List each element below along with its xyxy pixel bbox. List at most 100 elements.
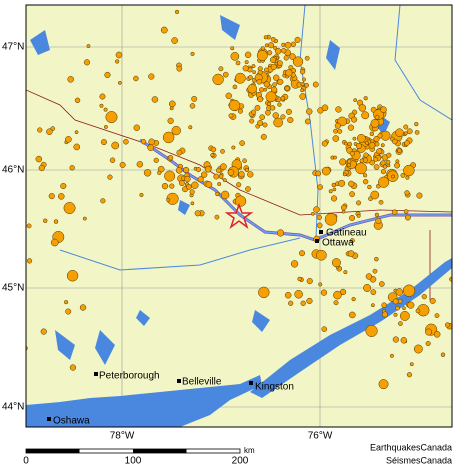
earthquake-dot	[242, 158, 247, 164]
earthquake-dot	[344, 141, 348, 146]
earthquake-dot	[200, 171, 208, 178]
earthquake-dot	[294, 289, 303, 299]
earthquake-dot	[403, 209, 409, 214]
earthquake-dot	[259, 87, 265, 93]
earthquake-dot	[333, 300, 339, 306]
earthquake-dot	[99, 103, 104, 108]
earthquake-dot	[299, 250, 306, 257]
earthquake-dot	[425, 328, 433, 336]
earthquake-dot	[140, 139, 147, 145]
earthquake-dot	[378, 379, 389, 390]
earthquake-dot	[104, 71, 111, 78]
earthquake-dot	[373, 135, 380, 143]
earthquake-dot	[217, 182, 222, 187]
earthquake-dot	[351, 297, 356, 302]
earthquake-dot	[238, 171, 245, 178]
earthquake-dot	[370, 190, 380, 200]
earthquake-dot	[425, 341, 431, 347]
earthquake-dot	[136, 161, 144, 168]
earthquake-dot	[404, 190, 410, 196]
earthquake-dot	[252, 70, 257, 75]
earthquake-dot	[280, 95, 286, 101]
city-marker	[319, 230, 323, 234]
city-label: Belleville	[182, 377, 222, 388]
earthquake-dot	[304, 55, 310, 61]
earthquake-dot	[403, 124, 409, 130]
earthquake-dot	[273, 74, 280, 81]
earthquake-dot	[413, 344, 423, 354]
earthquake-dot	[332, 187, 337, 192]
earthquake-dot	[66, 270, 79, 282]
earthquake-dot	[403, 164, 415, 177]
city-label: Peterborough	[99, 371, 160, 382]
earthquake-dot	[300, 88, 304, 93]
earthquake-dot	[244, 60, 249, 65]
earthquake-dot	[257, 119, 264, 127]
earthquake-dot	[361, 111, 370, 120]
earthquake-dot	[351, 116, 358, 123]
earthquake-dot	[251, 64, 256, 69]
earthquake-dot	[315, 170, 322, 177]
earthquake-dot	[263, 81, 270, 88]
earthquake-dot	[321, 104, 329, 112]
earthquake-dot	[394, 162, 401, 169]
earthquake-dot	[210, 146, 217, 153]
earthquake-dot	[444, 322, 451, 328]
earthquake-dot	[234, 72, 246, 84]
earthquake-dot	[214, 214, 220, 220]
city-marker	[315, 239, 319, 243]
earthquake-dot	[69, 165, 75, 171]
earthquake-dot	[355, 162, 367, 175]
earthquake-dot	[331, 182, 337, 188]
earthquake-dot	[236, 182, 242, 188]
earthquake-dot	[358, 104, 367, 112]
earthquake-dot	[48, 193, 55, 200]
earthquake-dot	[299, 93, 306, 100]
earthquake-dot	[337, 128, 343, 134]
earthquake-dot	[365, 273, 373, 280]
earthquake-dot	[269, 56, 277, 64]
earthquake-dot	[377, 133, 383, 139]
earthquake-dot	[370, 303, 375, 308]
earthquake-dot	[363, 152, 369, 158]
earthquake-dot	[178, 180, 185, 187]
earthquake-dot	[167, 155, 174, 161]
earthquake-dot	[374, 141, 380, 147]
earthquake-dot	[227, 169, 235, 176]
earthquake-dot	[176, 65, 183, 72]
earthquake-dot	[103, 107, 108, 112]
earthquake-dot	[210, 153, 215, 158]
earthquake-dot	[157, 170, 162, 175]
earthquake-dot	[331, 195, 338, 202]
earthquake-dot	[373, 164, 380, 170]
earthquake-dot	[259, 114, 266, 121]
earthquake-dot	[266, 50, 273, 56]
earthquake-dot	[273, 117, 283, 128]
earthquake-dot	[195, 167, 202, 173]
earthquake-dot	[312, 81, 319, 88]
earthquake-dot	[26, 223, 32, 229]
earthquake-dot	[304, 118, 311, 125]
scale-bar-segment	[133, 449, 187, 453]
earthquake-dot	[376, 148, 383, 155]
earthquake-dot	[304, 82, 309, 88]
earthquake-dot	[249, 118, 255, 124]
earthquake-dot	[321, 326, 328, 332]
earthquake-dot	[316, 214, 322, 220]
earthquake-dot	[69, 364, 77, 371]
earthquake-dot	[397, 298, 403, 304]
earthquake-dot	[99, 93, 106, 100]
earthquake-dot	[245, 186, 251, 192]
earthquake-dot	[277, 78, 284, 85]
earthquake-dot	[188, 125, 193, 130]
longitude-label: 76°W	[308, 431, 333, 442]
earthquake-dot	[107, 174, 113, 180]
earthquake-dot	[256, 50, 268, 61]
earthquake-dot	[299, 69, 306, 75]
river	[394, 5, 452, 121]
earthquake-dot	[115, 59, 120, 64]
earthquake-dot	[362, 173, 368, 178]
earthquake-dot	[276, 229, 285, 237]
earthquake-dot	[395, 288, 404, 296]
earthquake-dot	[349, 214, 356, 221]
